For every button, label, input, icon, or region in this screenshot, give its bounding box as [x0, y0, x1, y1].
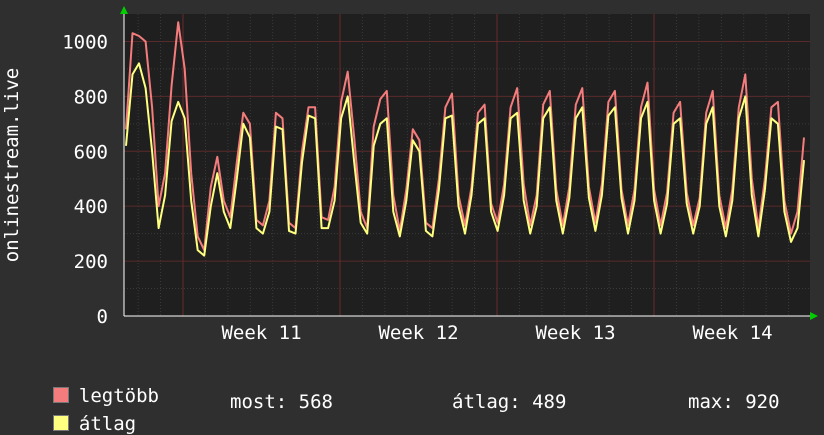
plot-background: [124, 14, 810, 316]
stat-average: átlag: 489: [452, 391, 567, 413]
stat-maximum: max: 920: [688, 391, 780, 413]
y-tick-label: 400: [74, 196, 108, 218]
y-tick-label: 600: [74, 141, 108, 163]
x-tick-label: Week 13: [535, 322, 615, 344]
y-tick-label: 200: [74, 251, 108, 273]
series-line-avg: [125, 62, 805, 257]
series-group: [125, 21, 805, 257]
legend-max-swatch: [52, 387, 69, 403]
legend-avg: átlag: [30, 391, 136, 435]
y-tick-label: 1000: [62, 31, 108, 53]
x-tick-label: Week 12: [378, 322, 458, 344]
legend-max: legtöbb: [30, 363, 159, 407]
legend-max-label: legtöbb: [78, 385, 159, 407]
y-tick-label: 0: [97, 306, 108, 328]
y-axis-arrow-icon: [120, 6, 128, 14]
y-axis-label: onlinestream.live: [1, 68, 23, 262]
y-axis-ticks: 0 200 400 600 800 1000: [62, 31, 108, 328]
x-tick-label: Week 11: [221, 322, 301, 344]
stat-current: most: 568: [230, 391, 333, 413]
series-line-max: [125, 21, 805, 252]
legend-avg-label: átlag: [78, 413, 137, 435]
x-tick-label: Week 14: [692, 322, 772, 344]
x-axis-arrow-icon: [810, 312, 818, 320]
legend-avg-swatch: [52, 415, 69, 431]
y-tick-label: 800: [74, 86, 108, 108]
x-axis-ticks: Week 11 Week 12 Week 13 Week 14: [221, 322, 772, 344]
